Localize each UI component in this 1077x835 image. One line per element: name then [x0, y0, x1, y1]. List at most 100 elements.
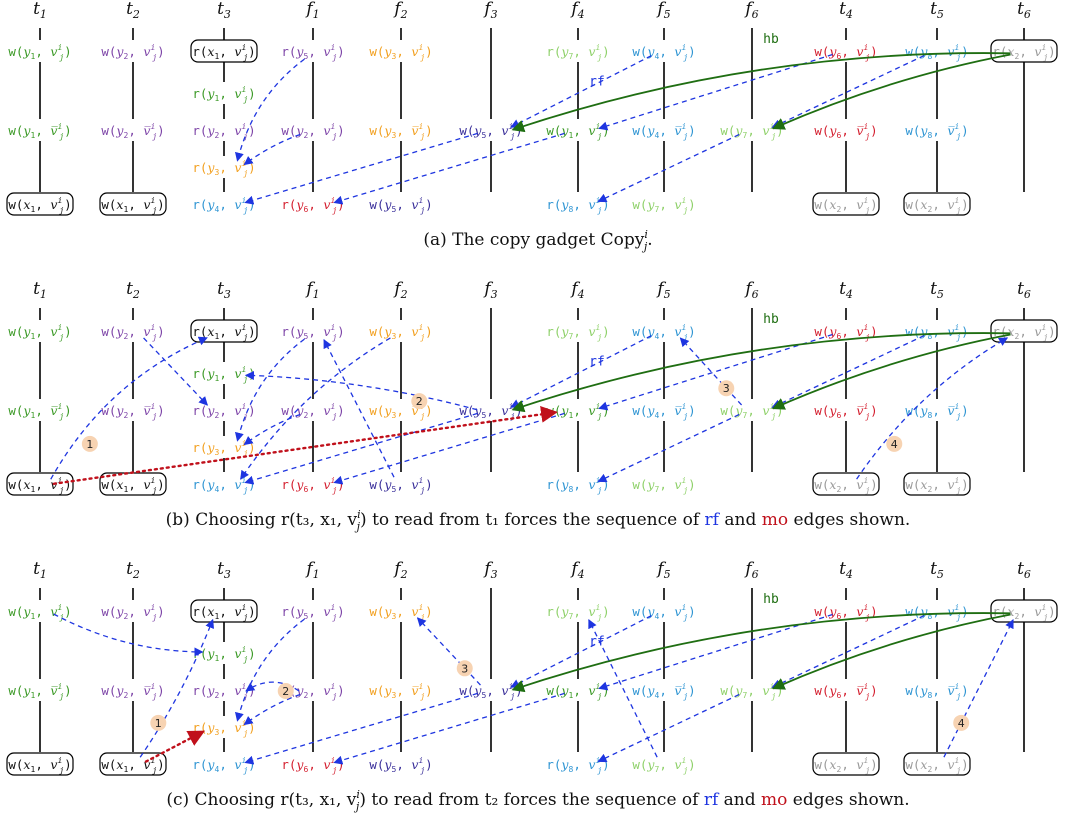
event-label: r(y3, vi j): [192, 159, 255, 178]
event-backdrop: [632, 320, 696, 342]
event-t1b: w(y1, v̅i j): [8, 679, 72, 701]
event-backdrop: [546, 600, 610, 622]
thread-label-t3: t3: [217, 0, 231, 21]
event-label: w(x2, vi j): [905, 756, 968, 775]
edge-rf-f3b-t3e: [244, 412, 478, 485]
thread-label-f3: f3: [482, 0, 497, 21]
event-label: w(y4, vi j): [632, 323, 695, 342]
event-label: w(y4, vi j): [632, 603, 695, 622]
event-box: [6, 472, 74, 496]
event-backdrop: [459, 399, 523, 421]
edge-rf-f1a-t3d: [234, 58, 305, 162]
event-backdrop: [632, 473, 696, 495]
thread-label-t1: t1: [33, 559, 47, 581]
event-box: [812, 472, 880, 496]
event-label: w(y4, v̅i j): [632, 682, 695, 701]
edge-rf-f5a-f3b: [510, 615, 652, 688]
edge-rf-f5a-f3b: [510, 335, 652, 408]
thread-label-t5: t5: [930, 0, 944, 21]
event-f2c: w(y5, vi j): [369, 193, 433, 215]
event-f2a: w(y3, vi j): [369, 600, 433, 622]
thread-label-t5: t5: [930, 559, 944, 581]
event-box: [990, 319, 1058, 343]
event-backdrop: [281, 320, 345, 342]
event-box: [903, 472, 971, 496]
edge-rf-t5a-f6b: [771, 334, 925, 409]
step-number: 3: [723, 382, 730, 395]
edge-rf-f1a-t3d: [234, 338, 305, 442]
edge-rf-f1b-t3c: [245, 681, 300, 692]
event-t1b: w(y1, v̅i j): [8, 119, 72, 141]
event-backdrop: [281, 753, 345, 775]
thread-label-f5: f5: [655, 279, 670, 301]
event-f1a: r(y5, vi j): [281, 320, 345, 342]
event-t2b: w(y2, v̅i j): [101, 399, 165, 421]
event-label: w(y2, v̅i j): [101, 122, 164, 141]
edge-rf-f5c-f4a: [588, 619, 658, 758]
event-f1a: r(y5, vi j): [281, 40, 345, 62]
event-label: w(x2, vi j): [814, 756, 877, 775]
event-label: w(x2, vi j): [814, 476, 877, 495]
edge-rf-t5a-f6b: [771, 54, 925, 129]
event-label: w(y5, vi j): [369, 476, 432, 495]
event-backdrop: [369, 193, 433, 215]
event-box: [812, 192, 880, 216]
event-t4a: w(y6, vi j): [814, 600, 878, 622]
event-t3b: r(y1, vi j): [192, 362, 256, 384]
step-badge-1: [150, 714, 167, 731]
event-backdrop: [546, 753, 610, 775]
event-t5c: w(x2, vi j): [903, 192, 971, 216]
event-box: [990, 599, 1058, 623]
event-t4b: w(y6, v̅i j): [814, 679, 878, 701]
edge-rf-f3b-f2a: [416, 617, 481, 686]
panel-2: t1 t2 t3 f1 f2 f3 f4 f5 f6 t4 t5 t6 w(y1, vi j) w(y1, …: [6, 279, 1058, 533]
event-f2a: w(y3, vi j): [369, 320, 433, 342]
thread-label-f1: f1: [304, 279, 319, 301]
event-label: w(y7, vi j): [632, 476, 695, 495]
event-box: [903, 752, 971, 776]
panel-caption: (b) Choosing r(t₃, x₁, vi j) to read from…: [166, 508, 911, 533]
event-f4a: r(y7, vi j): [546, 320, 610, 342]
edge-rf-f1a-t3d: [234, 618, 305, 722]
event-f4a: r(y7, vi j): [546, 40, 610, 62]
thread-label-f4: f4: [569, 279, 584, 301]
event-backdrop: [459, 119, 523, 141]
event-label: r(y1, vi j): [192, 85, 255, 104]
edge-hb-t6a-f6b: [771, 53, 1011, 130]
edge-hb-t6a-f6b: [771, 333, 1011, 410]
event-t2a: w(y2, vi j): [101, 40, 165, 62]
event-label: w(y2, v̅i j): [101, 402, 164, 421]
thread-label-f5: f5: [655, 559, 670, 581]
edge-rf-f1b-t3d: [243, 133, 301, 166]
event-t3a: r(x1, vi j): [190, 319, 258, 343]
event-backdrop: [281, 473, 345, 495]
event-label: r(y8, vi j): [546, 756, 609, 775]
event-label: r(y5, vi j): [281, 603, 344, 622]
event-t1a: w(y1, vi j): [8, 600, 72, 622]
edge-hb-t6a-f6b: [771, 613, 1011, 690]
edge-label-hb: hb: [763, 32, 779, 47]
event-backdrop: [101, 320, 165, 342]
event-t2c: w(x1, vi j): [99, 472, 167, 496]
event-label: w(y7, vi j): [720, 402, 783, 421]
event-label: r(x2, vi j): [992, 43, 1055, 62]
event-backdrop: [905, 679, 969, 701]
event-t5a: w(y8, vi j): [905, 600, 969, 622]
edge-label-rf: rf: [589, 635, 605, 650]
event-label: w(x2, vi j): [814, 196, 877, 215]
event-f6b: w(y7, vi j): [720, 119, 784, 141]
step-badge-4: [953, 714, 970, 731]
event-label: r(y2, vi j): [192, 402, 255, 421]
event-t2c: w(x1, vi j): [99, 192, 167, 216]
event-t3d: r(y3, vi j): [192, 716, 256, 738]
event-backdrop: [546, 119, 610, 141]
event-f4a: r(y7, vi j): [546, 600, 610, 622]
event-label: r(x1, vi j): [192, 603, 255, 622]
edge-rf-t2a-t3c: [143, 337, 209, 406]
thread-label-t2: t2: [126, 279, 140, 301]
